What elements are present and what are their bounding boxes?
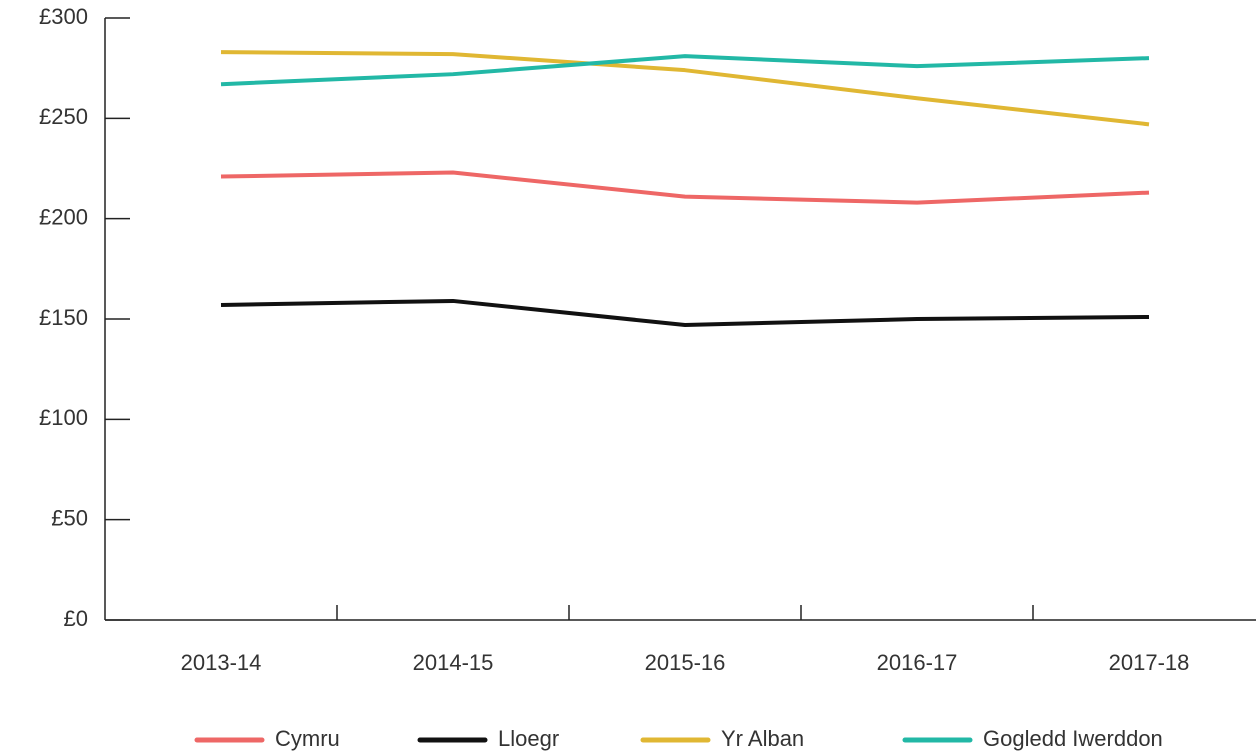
y-tick-label: £50 bbox=[51, 505, 88, 530]
legend-label: Yr Alban bbox=[721, 726, 804, 751]
series-line bbox=[220, 50, 1150, 127]
legend-label: Cymru bbox=[275, 726, 340, 751]
y-tick-label: £100 bbox=[39, 405, 88, 430]
series-line bbox=[220, 54, 1150, 87]
x-tick-label: 2017-18 bbox=[1109, 650, 1190, 675]
y-tick-label: £250 bbox=[39, 104, 88, 129]
series-line bbox=[220, 298, 1150, 328]
y-tick-label: £300 bbox=[39, 4, 88, 29]
x-tick-label: 2013-14 bbox=[181, 650, 262, 675]
series-line bbox=[220, 170, 1150, 205]
x-tick-label: 2016-17 bbox=[877, 650, 958, 675]
y-tick-label: £0 bbox=[64, 606, 88, 631]
legend-label: Lloegr bbox=[498, 726, 559, 751]
x-tick-label: 2015-16 bbox=[645, 650, 726, 675]
legend-label: Gogledd Iwerddon bbox=[983, 726, 1163, 751]
y-tick-label: £150 bbox=[39, 305, 88, 330]
y-tick-label: £200 bbox=[39, 204, 88, 229]
x-tick-label: 2014-15 bbox=[413, 650, 494, 675]
